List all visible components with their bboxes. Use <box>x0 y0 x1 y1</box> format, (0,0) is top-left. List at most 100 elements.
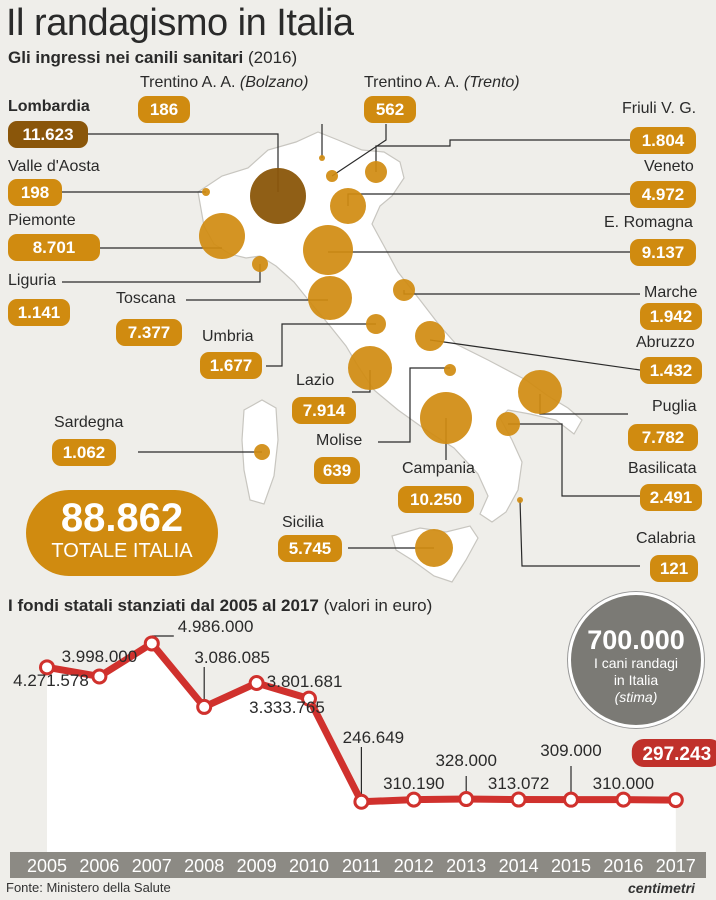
leader-basilicata <box>508 423 640 497</box>
year-label-2011: 2011 <box>342 856 381 876</box>
chart-title-text: I fondi statali stanziati dal 2005 al 20… <box>8 596 319 615</box>
label-abruzzo: Abruzzo <box>636 334 695 351</box>
bubble-toscana <box>308 276 352 320</box>
bubble-puglia <box>518 370 562 414</box>
subtitle-text: Gli ingressi nei canili sanitari <box>8 48 244 67</box>
bubble-romagna <box>303 225 353 275</box>
label-molise: Molise <box>316 432 363 449</box>
data-point-2013 <box>458 791 475 808</box>
pill-molise: 639 <box>314 457 360 484</box>
label-bolzano-name: Trentino A. A. <box>140 74 236 91</box>
value-label-bg-2017 <box>631 739 716 767</box>
leader-umbria <box>266 323 376 367</box>
year-axis-band <box>10 852 706 878</box>
data-point-2008 <box>196 698 213 715</box>
bubble-trento <box>326 170 338 182</box>
bubble-piemonte <box>199 213 245 259</box>
stray-dogs-line1: I cani randagi <box>593 655 679 671</box>
value-label-2008: 3.086.085 <box>194 648 270 667</box>
year-label-2016: 2016 <box>603 856 643 876</box>
label-bolzano: Trentino A. A. (Bolzano) <box>140 74 308 92</box>
bubble-bolzano <box>319 155 325 161</box>
bubble-calabria <box>517 497 523 503</box>
data-point-2017 <box>667 792 684 809</box>
pill-toscana: 7.377 <box>116 319 182 346</box>
bubble-friuli <box>365 161 387 183</box>
value-label-2006: 3.998.000 <box>62 647 138 666</box>
total-badge: 88.862 TOTALE ITALIA <box>26 490 218 576</box>
label-romagna: E. Romagna <box>604 214 693 231</box>
bubble-marche <box>393 279 415 301</box>
bubble-campania <box>420 392 472 444</box>
bubble-abruzzo <box>415 321 445 351</box>
stray-dogs-value: 700.000 <box>587 625 685 655</box>
bubble-sicilia <box>415 529 453 567</box>
label-friuli: Friuli V. G. <box>622 100 697 117</box>
pill-trento: 562 <box>364 96 416 123</box>
pill-piemonte: 8.701 <box>8 234 100 261</box>
value-label-2017: 297.243 <box>642 744 711 765</box>
year-label-2015: 2015 <box>551 856 591 876</box>
brand-logo: centimetri <box>628 880 695 896</box>
pill-campania: 10.250 <box>398 486 474 513</box>
data-point-2014 <box>510 791 527 808</box>
year-label-2014: 2014 <box>499 856 539 876</box>
leader-abruzzo <box>429 339 641 371</box>
pill-valle-aosta: 198 <box>8 179 62 206</box>
label-sardegna: Sardegna <box>54 414 124 431</box>
pill-puglia: 7.782 <box>628 424 698 451</box>
leader-molise <box>378 367 450 443</box>
year-label-2009: 2009 <box>237 856 277 876</box>
value-label-2011: 246.649 <box>343 728 404 747</box>
year-label-2012: 2012 <box>394 856 434 876</box>
pill-basilicata: 2.491 <box>640 484 702 511</box>
year-label-2010: 2010 <box>289 856 329 876</box>
pill-lazio: 7.914 <box>292 397 356 424</box>
label-lazio: Lazio <box>296 372 335 389</box>
label-veneto: Veneto <box>644 158 694 175</box>
page-title: Il randagismo in Italia <box>6 2 354 44</box>
bubble-lazio <box>348 346 392 390</box>
stray-dogs-badge: 700.000 I cani randagi in Italia (stima) <box>568 592 704 728</box>
year-label-2005: 2005 <box>27 856 67 876</box>
pill-calabria: 121 <box>650 555 698 582</box>
year-label-2017: 2017 <box>656 856 696 876</box>
value-label-2016: 310.000 <box>593 774 654 793</box>
label-toscana: Toscana <box>116 290 176 307</box>
bubble-sardegna <box>254 444 270 460</box>
pill-bolzano: 186 <box>138 96 190 123</box>
bubble-umbria <box>366 314 386 334</box>
year-label-2013: 2013 <box>446 856 486 876</box>
label-lombardia: Lombardia <box>8 98 90 115</box>
stray-dogs-line2: in Italia <box>613 672 659 688</box>
stray-dogs-note: (stima) <box>614 689 658 705</box>
label-bolzano-sub: (Bolzano) <box>239 74 309 91</box>
label-liguria: Liguria <box>8 272 57 289</box>
bubble-liguria <box>252 256 268 272</box>
value-label-2014: 313.072 <box>488 774 549 793</box>
leader-friuli <box>375 139 630 172</box>
label-trento-sub: (Trento) <box>463 74 520 91</box>
pill-umbria: 1.677 <box>200 352 262 379</box>
pill-lombardia: 11.623 <box>8 121 88 148</box>
pill-sicilia: 5.745 <box>278 535 342 562</box>
data-point-2009 <box>248 675 265 692</box>
label-marche: Marche <box>644 284 698 301</box>
data-point-2012 <box>405 791 422 808</box>
data-point-2005 <box>39 659 55 676</box>
pill-sardegna: 1.062 <box>52 439 116 466</box>
chart-title-unit: (valori in euro) <box>323 596 433 615</box>
data-point-2010 <box>301 690 317 707</box>
value-label-2007: 4.986.000 <box>178 617 254 636</box>
value-label-2012: 310.190 <box>383 774 444 793</box>
pill-friuli: 1.804 <box>630 127 696 154</box>
label-sicilia: Sicilia <box>282 514 324 531</box>
data-point-2016 <box>615 791 632 808</box>
data-point-2015 <box>563 791 579 808</box>
label-umbria: Umbria <box>202 328 254 345</box>
bubble-molise <box>444 364 456 376</box>
pill-marche: 1.942 <box>640 303 702 330</box>
pill-liguria: 1.141 <box>8 299 70 326</box>
label-trento-name: Trentino A. A. <box>364 74 460 91</box>
